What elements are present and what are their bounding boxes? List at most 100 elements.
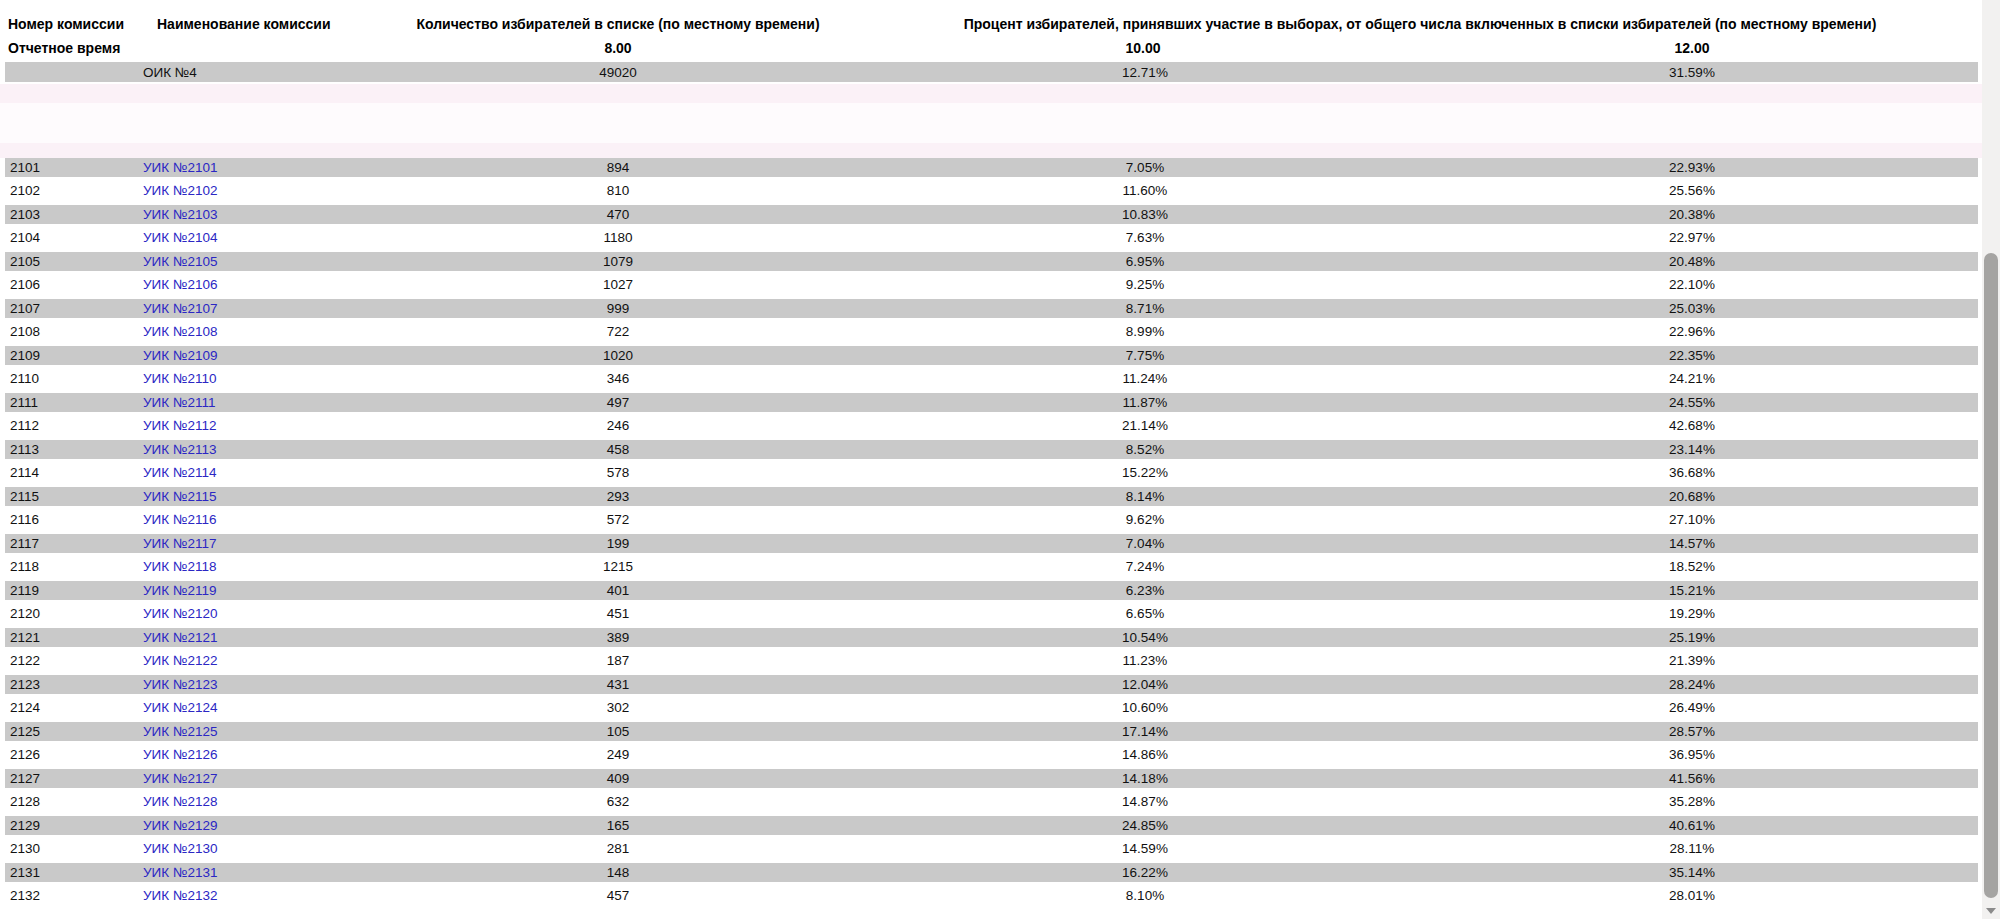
turnout-pct-12: 24.21% [1406,371,1978,386]
turnout-pct-10: 6.65% [884,606,1406,621]
commission-link[interactable]: УИК №2108 [143,324,217,339]
turnout-pct-10: 9.25% [884,277,1406,292]
turnout-pct-12: 35.28% [1406,794,1978,809]
commission-link[interactable]: УИК №2103 [143,207,217,222]
commission-link[interactable]: УИК №2125 [143,724,217,739]
commission-number: 2111 [5,395,143,410]
table-row: 2105 УИК №2105 1079 6.95% 20.48% [5,252,1978,271]
commission-link[interactable]: УИК №2131 [143,865,217,880]
turnout-pct-12: 14.57% [1406,536,1978,551]
commission-number: 2105 [5,254,143,269]
commission-name: ОИК №4 [143,65,352,80]
commission-link[interactable]: УИК №2126 [143,747,217,762]
table-row: 2132 УИК №2132 457 8.10% 28.01% [5,887,1978,906]
commission-link[interactable]: УИК №2128 [143,794,217,809]
commission-link[interactable]: УИК №2107 [143,301,217,316]
commission-number: 2115 [5,489,143,504]
commission-number: 2107 [5,301,143,316]
turnout-pct-10: 7.75% [884,348,1406,363]
commission-link[interactable]: УИК №2129 [143,818,217,833]
commission-link[interactable]: УИК №2106 [143,277,217,292]
turnout-pct-12: 26.49% [1406,700,1978,715]
commission-number: 2103 [5,207,143,222]
voters-count: 470 [352,207,884,222]
table-row: 2130 УИК №2130 281 14.59% 28.11% [5,840,1978,859]
turnout-pct-12: 25.03% [1406,301,1978,316]
commission-link[interactable]: УИК №2132 [143,888,217,903]
commission-number: 2104 [5,230,143,245]
turnout-pct-12: 28.24% [1406,677,1978,692]
table-row: 2110 УИК №2110 346 11.24% 24.21% [5,370,1978,389]
turnout-pct-12: 22.35% [1406,348,1978,363]
turnout-pct-10: 10.54% [884,630,1406,645]
commission-link[interactable]: УИК №2121 [143,630,217,645]
time-column-10: 10.00 [1043,40,1243,56]
turnout-pct-12: 20.38% [1406,207,1978,222]
commission-number: 2110 [5,371,143,386]
table-row: 2103 УИК №2103 470 10.83% 20.38% [5,205,1978,224]
voters-count: 49020 [352,65,884,80]
turnout-pct-10: 11.23% [884,653,1406,668]
commission-number: 2109 [5,348,143,363]
turnout-pct-12: 41.56% [1406,771,1978,786]
voters-count: 246 [352,418,884,433]
voters-count: 401 [352,583,884,598]
table-row: 2101 УИК №2101 894 7.05% 22.93% [5,158,1978,177]
commission-link[interactable]: УИК №2111 [143,395,215,410]
voters-count: 105 [352,724,884,739]
commission-link[interactable]: УИК №2122 [143,653,217,668]
commission-number: 2102 [5,183,143,198]
commission-link[interactable]: УИК №2120 [143,606,217,621]
commission-link[interactable]: УИК №2112 [143,418,216,433]
commission-number: 2129 [5,818,143,833]
commission-link[interactable]: УИК №2127 [143,771,217,786]
commission-number: 2119 [5,583,143,598]
voters-count: 389 [352,630,884,645]
commission-link[interactable]: УИК №2113 [143,442,216,457]
turnout-pct-12: 20.48% [1406,254,1978,269]
commission-link[interactable]: УИК №2123 [143,677,217,692]
voters-count: 458 [352,442,884,457]
voters-count: 165 [352,818,884,833]
table-row: 2122 УИК №2122 187 11.23% 21.39% [5,652,1978,671]
turnout-pct-12: 28.01% [1406,888,1978,903]
commission-link[interactable]: УИК №2116 [143,512,216,527]
scrollbar-down-button[interactable] [1982,902,2000,919]
commission-link[interactable]: УИК №2109 [143,348,217,363]
commission-number: 2128 [5,794,143,809]
vertical-scrollbar[interactable] [1982,0,2000,919]
commission-link[interactable]: УИК №2117 [143,536,216,551]
commission-link[interactable]: УИК №2101 [143,160,217,175]
commission-link[interactable]: УИК №2105 [143,254,217,269]
table-row: 2119 УИК №2119 401 6.23% 15.21% [5,581,1978,600]
voters-count: 431 [352,677,884,692]
turnout-pct-12: 31.59% [1406,65,1978,80]
voters-count: 572 [352,512,884,527]
commission-link[interactable]: УИК №2102 [143,183,217,198]
turnout-pct-10: 14.87% [884,794,1406,809]
turnout-pct-10: 11.87% [884,395,1406,410]
voters-count: 1027 [352,277,884,292]
voters-count: 722 [352,324,884,339]
commission-number: 2131 [5,865,143,880]
commission-number: 2116 [5,512,143,527]
commission-link[interactable]: УИК №2124 [143,700,217,715]
turnout-pct-12: 28.57% [1406,724,1978,739]
commission-link[interactable]: УИК №2114 [143,465,216,480]
table-row: 2120 УИК №2120 451 6.65% 19.29% [5,605,1978,624]
turnout-pct-12: 22.10% [1406,277,1978,292]
voters-count: 457 [352,888,884,903]
turnout-pct-10: 8.71% [884,301,1406,316]
commission-link[interactable]: УИК №2104 [143,230,217,245]
scrollbar-thumb[interactable] [1984,253,1998,898]
commission-number: 2125 [5,724,143,739]
turnout-pct-10: 14.59% [884,841,1406,856]
commission-link[interactable]: УИК №2119 [143,583,216,598]
commission-number: 2126 [5,747,143,762]
turnout-pct-10: 10.83% [884,207,1406,222]
time-column-8: 8.00 [518,40,718,56]
commission-link[interactable]: УИК №2130 [143,841,217,856]
commission-link[interactable]: УИК №2115 [143,489,216,504]
commission-link[interactable]: УИК №2118 [143,559,216,574]
commission-link[interactable]: УИК №2110 [143,371,216,386]
